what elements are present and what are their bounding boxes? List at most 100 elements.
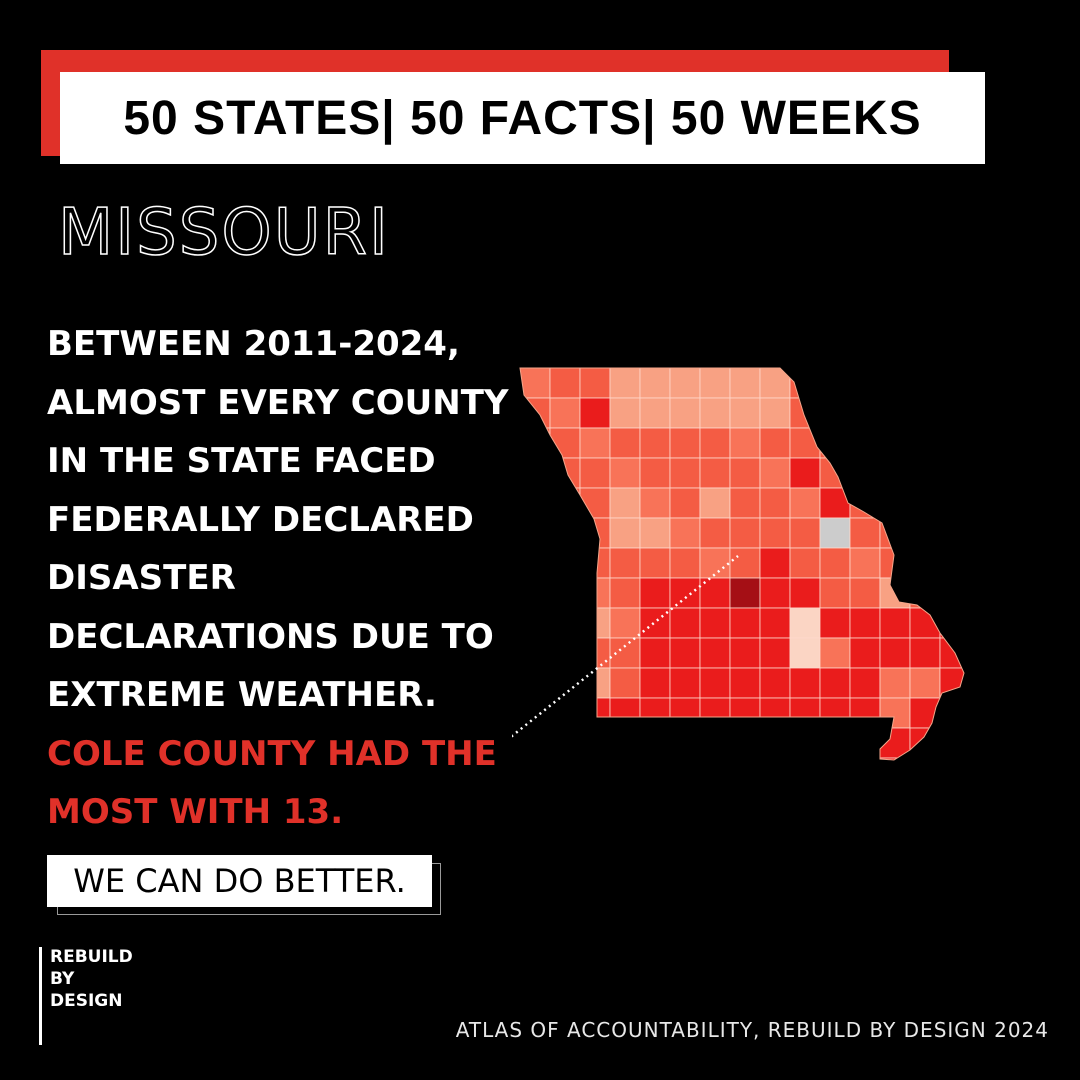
county (520, 697, 551, 729)
county (520, 427, 551, 459)
county (609, 368, 641, 399)
cta-box: WE CAN DO BETTER. (47, 855, 432, 907)
logo-line: DESIGN (50, 991, 123, 1011)
banner: 50 STATES| 50 FACTS| 50 WEEKS (60, 72, 985, 164)
county (939, 727, 964, 759)
county (849, 727, 881, 759)
county (669, 547, 701, 579)
county (609, 517, 641, 549)
county (669, 577, 701, 609)
fact-line: EXTREME WEATHER. (47, 675, 437, 715)
county (699, 397, 731, 429)
county (759, 397, 791, 429)
county (549, 397, 581, 429)
county (970, 518, 980, 548)
county (789, 727, 821, 759)
county (909, 547, 941, 579)
county-grid (520, 368, 980, 760)
county (549, 667, 581, 699)
county (789, 637, 821, 669)
missouri-county-map (512, 367, 980, 761)
county (849, 487, 881, 519)
county (970, 638, 980, 668)
county (729, 547, 761, 579)
county (669, 517, 701, 549)
county (849, 637, 881, 669)
county (759, 368, 791, 399)
county (909, 637, 941, 669)
county (849, 697, 881, 729)
county (759, 487, 791, 519)
county (819, 427, 851, 459)
county (970, 608, 980, 638)
county (879, 457, 911, 489)
county (759, 757, 791, 760)
county (879, 667, 911, 699)
county (609, 697, 641, 729)
fact-line: DISASTER (47, 558, 236, 598)
county (849, 547, 881, 579)
state-title: MISSOURI (57, 195, 390, 271)
county (520, 457, 551, 489)
county (939, 577, 964, 609)
county (609, 457, 641, 489)
county (609, 607, 641, 639)
county (789, 757, 821, 760)
county (849, 427, 881, 459)
county (699, 517, 731, 549)
county (759, 697, 791, 729)
county (669, 487, 701, 519)
county (699, 368, 731, 399)
county (609, 757, 641, 760)
logo-line: BY (50, 969, 75, 989)
county (879, 397, 911, 429)
county (699, 727, 731, 759)
county (699, 487, 731, 519)
county (729, 757, 761, 760)
county (579, 547, 611, 579)
county (909, 727, 941, 759)
county (789, 547, 821, 579)
county (789, 397, 821, 429)
county (909, 577, 941, 609)
county (579, 637, 611, 669)
footer-credit: ATLAS OF ACCOUNTABILITY, REBUILD BY DESI… (455, 1018, 1049, 1042)
county (909, 487, 941, 519)
county (579, 457, 611, 489)
county (520, 368, 551, 399)
county (669, 697, 701, 729)
county (849, 667, 881, 699)
fact-line: IN THE STATE FACED (47, 441, 436, 481)
county (819, 517, 851, 549)
county (909, 517, 941, 549)
county (549, 368, 581, 399)
county (699, 547, 731, 579)
county (520, 577, 551, 609)
county (579, 607, 611, 639)
county (729, 637, 761, 669)
county (520, 727, 551, 759)
county (909, 368, 941, 399)
county (579, 667, 611, 699)
county (699, 457, 731, 489)
county (639, 727, 671, 759)
county (819, 368, 851, 399)
county (819, 637, 851, 669)
county (549, 727, 581, 759)
county (759, 517, 791, 549)
county (579, 577, 611, 609)
county (579, 368, 611, 399)
county (639, 427, 671, 459)
county (520, 487, 551, 519)
cta-label: WE CAN DO BETTER. (73, 862, 406, 900)
rebuild-by-design-logo: REBUILD BY DESIGN (50, 946, 133, 1012)
county (879, 427, 911, 459)
logo-bar (39, 947, 42, 1045)
county (849, 397, 881, 429)
county (879, 757, 911, 760)
county (609, 727, 641, 759)
county (789, 517, 821, 549)
county (939, 757, 964, 760)
county (970, 578, 980, 608)
county (639, 547, 671, 579)
